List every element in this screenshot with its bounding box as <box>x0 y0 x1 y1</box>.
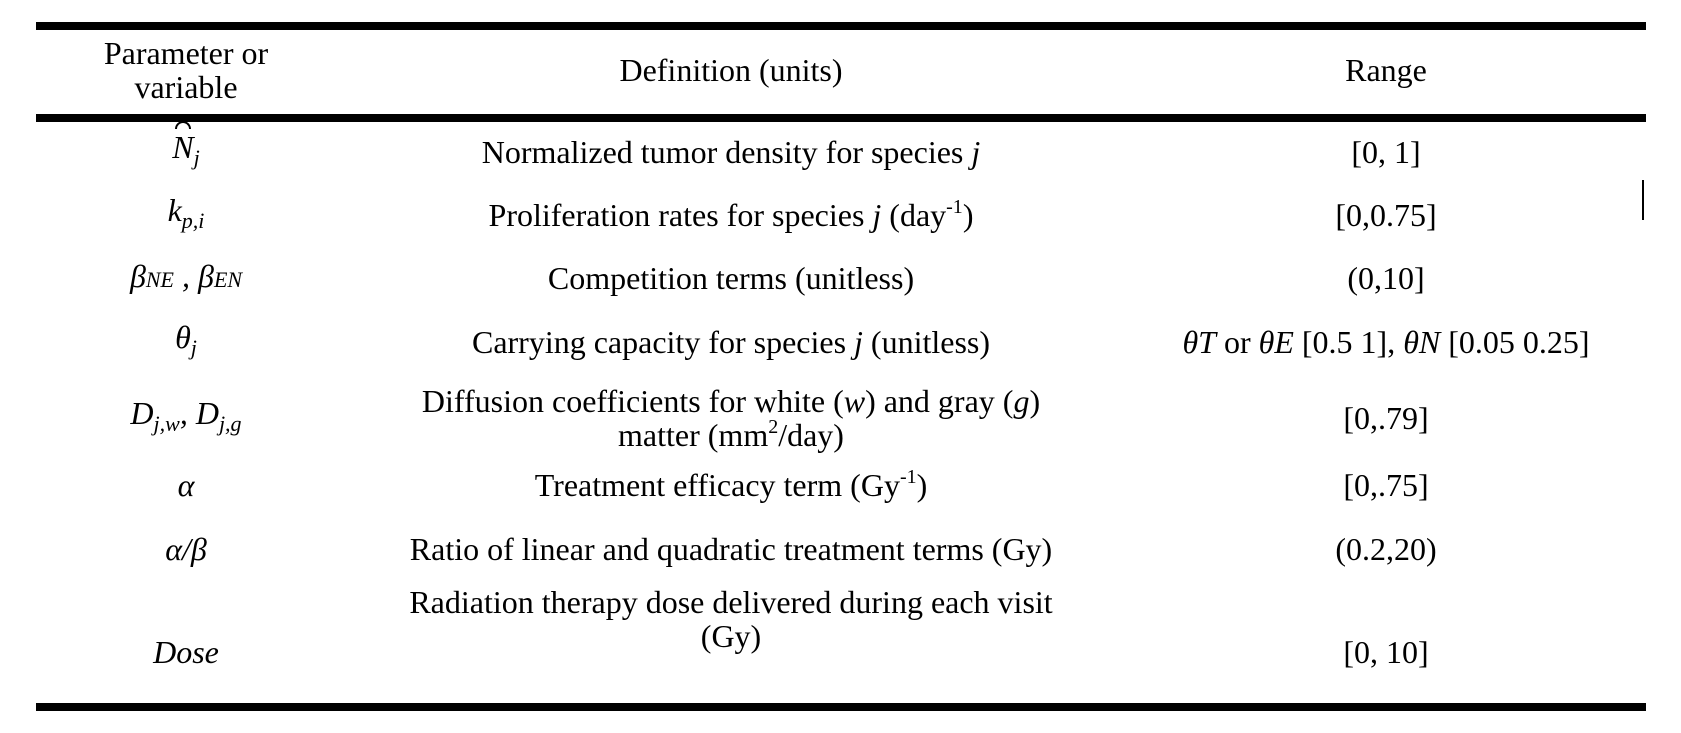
header-range-label: Range <box>1345 52 1427 88</box>
row-3-definition: Competition terms (unitless) <box>547 260 915 296</box>
definition-text: Normalized tumor density for species j <box>481 134 981 170</box>
table-bottom-rule <box>36 703 1646 711</box>
row-5-range: [0,.79] <box>1343 400 1429 436</box>
symbol-alpha: α <box>177 467 195 503</box>
text-cursor <box>1642 180 1644 220</box>
row-1-range: [0, 1] <box>1351 134 1421 170</box>
row-6-symbol: α <box>36 461 336 509</box>
row-1-symbol: Nj <box>36 120 336 176</box>
header-definition-label: Definition (units) <box>619 52 843 88</box>
row-2-symbol: kp,i <box>36 191 336 239</box>
row-5-symbol: Dj,w, Dj,g <box>36 378 336 458</box>
row-4-symbol: θj <box>36 318 336 366</box>
symbol-alpha-beta: α/β <box>165 531 207 567</box>
row-6-definition: Treatment efficacy term (Gy-1) <box>336 461 1126 509</box>
row-8-range: [0, 10] <box>1343 634 1429 670</box>
definition-line-2: (Gy) <box>700 618 762 654</box>
row-2-definition: Proliferation rates for species j (day-1… <box>336 191 1126 239</box>
symbol-dose: Dose <box>153 634 219 670</box>
definition-line-1: Diffusion coefficients for white (w) and… <box>421 383 1041 419</box>
row-7-definition: Ratio of linear and quadratic treatment … <box>409 531 1053 567</box>
symbol-k-p-i: kp,i <box>167 191 205 233</box>
symbol-theta-j: θj <box>175 318 197 360</box>
definition-text: Proliferation rates for species j (day-1… <box>488 196 974 233</box>
symbol-diffusion-terms: Dj,w, Dj,g <box>130 394 242 436</box>
header-definition: Definition (units) <box>336 36 1126 104</box>
row-4-range: θT or θE [0.5 1], θN [0.05 0.25] <box>1126 318 1646 366</box>
row-3-symbol: βNE , βEN <box>36 254 336 302</box>
definition-text: Carrying capacity for species j (unitles… <box>471 324 991 360</box>
table-top-rule <box>36 22 1646 30</box>
row-4-definition: Carrying capacity for species j (unitles… <box>336 318 1126 366</box>
header-range: Range <box>1126 36 1646 104</box>
row-8-symbol: Dose <box>36 628 336 676</box>
row-1-definition: Normalized tumor density for species j <box>336 128 1126 176</box>
header-parameter-label: Parameter or variable <box>103 35 269 105</box>
row-2-range: [0,0.75] <box>1335 197 1437 233</box>
range-text: θT or θE [0.5 1], θN [0.05 0.25] <box>1182 324 1590 360</box>
header-parameter: Parameter or variable <box>36 36 336 104</box>
row-7-range: (0.2,20) <box>1335 531 1437 567</box>
table-header-rule <box>36 114 1646 122</box>
definition-line-1: Radiation therapy dose delivered during … <box>409 584 1053 620</box>
definition-text: Treatment efficacy term (Gy-1) <box>534 466 928 503</box>
row-5-definition: Diffusion coefficients for white (w) and… <box>336 378 1126 458</box>
row-6-range: [0,.75] <box>1343 467 1429 503</box>
symbol-beta-terms: βNE , βEN <box>129 258 243 294</box>
row-7-symbol: α/β <box>36 525 336 573</box>
symbol-n-hat-j: Nj <box>172 120 200 170</box>
row-3-range: (0,10] <box>1347 260 1425 296</box>
row-8-definition: Radiation therapy dose delivered during … <box>336 585 1126 703</box>
definition-line-2: matter (mm2/day) <box>618 416 844 453</box>
